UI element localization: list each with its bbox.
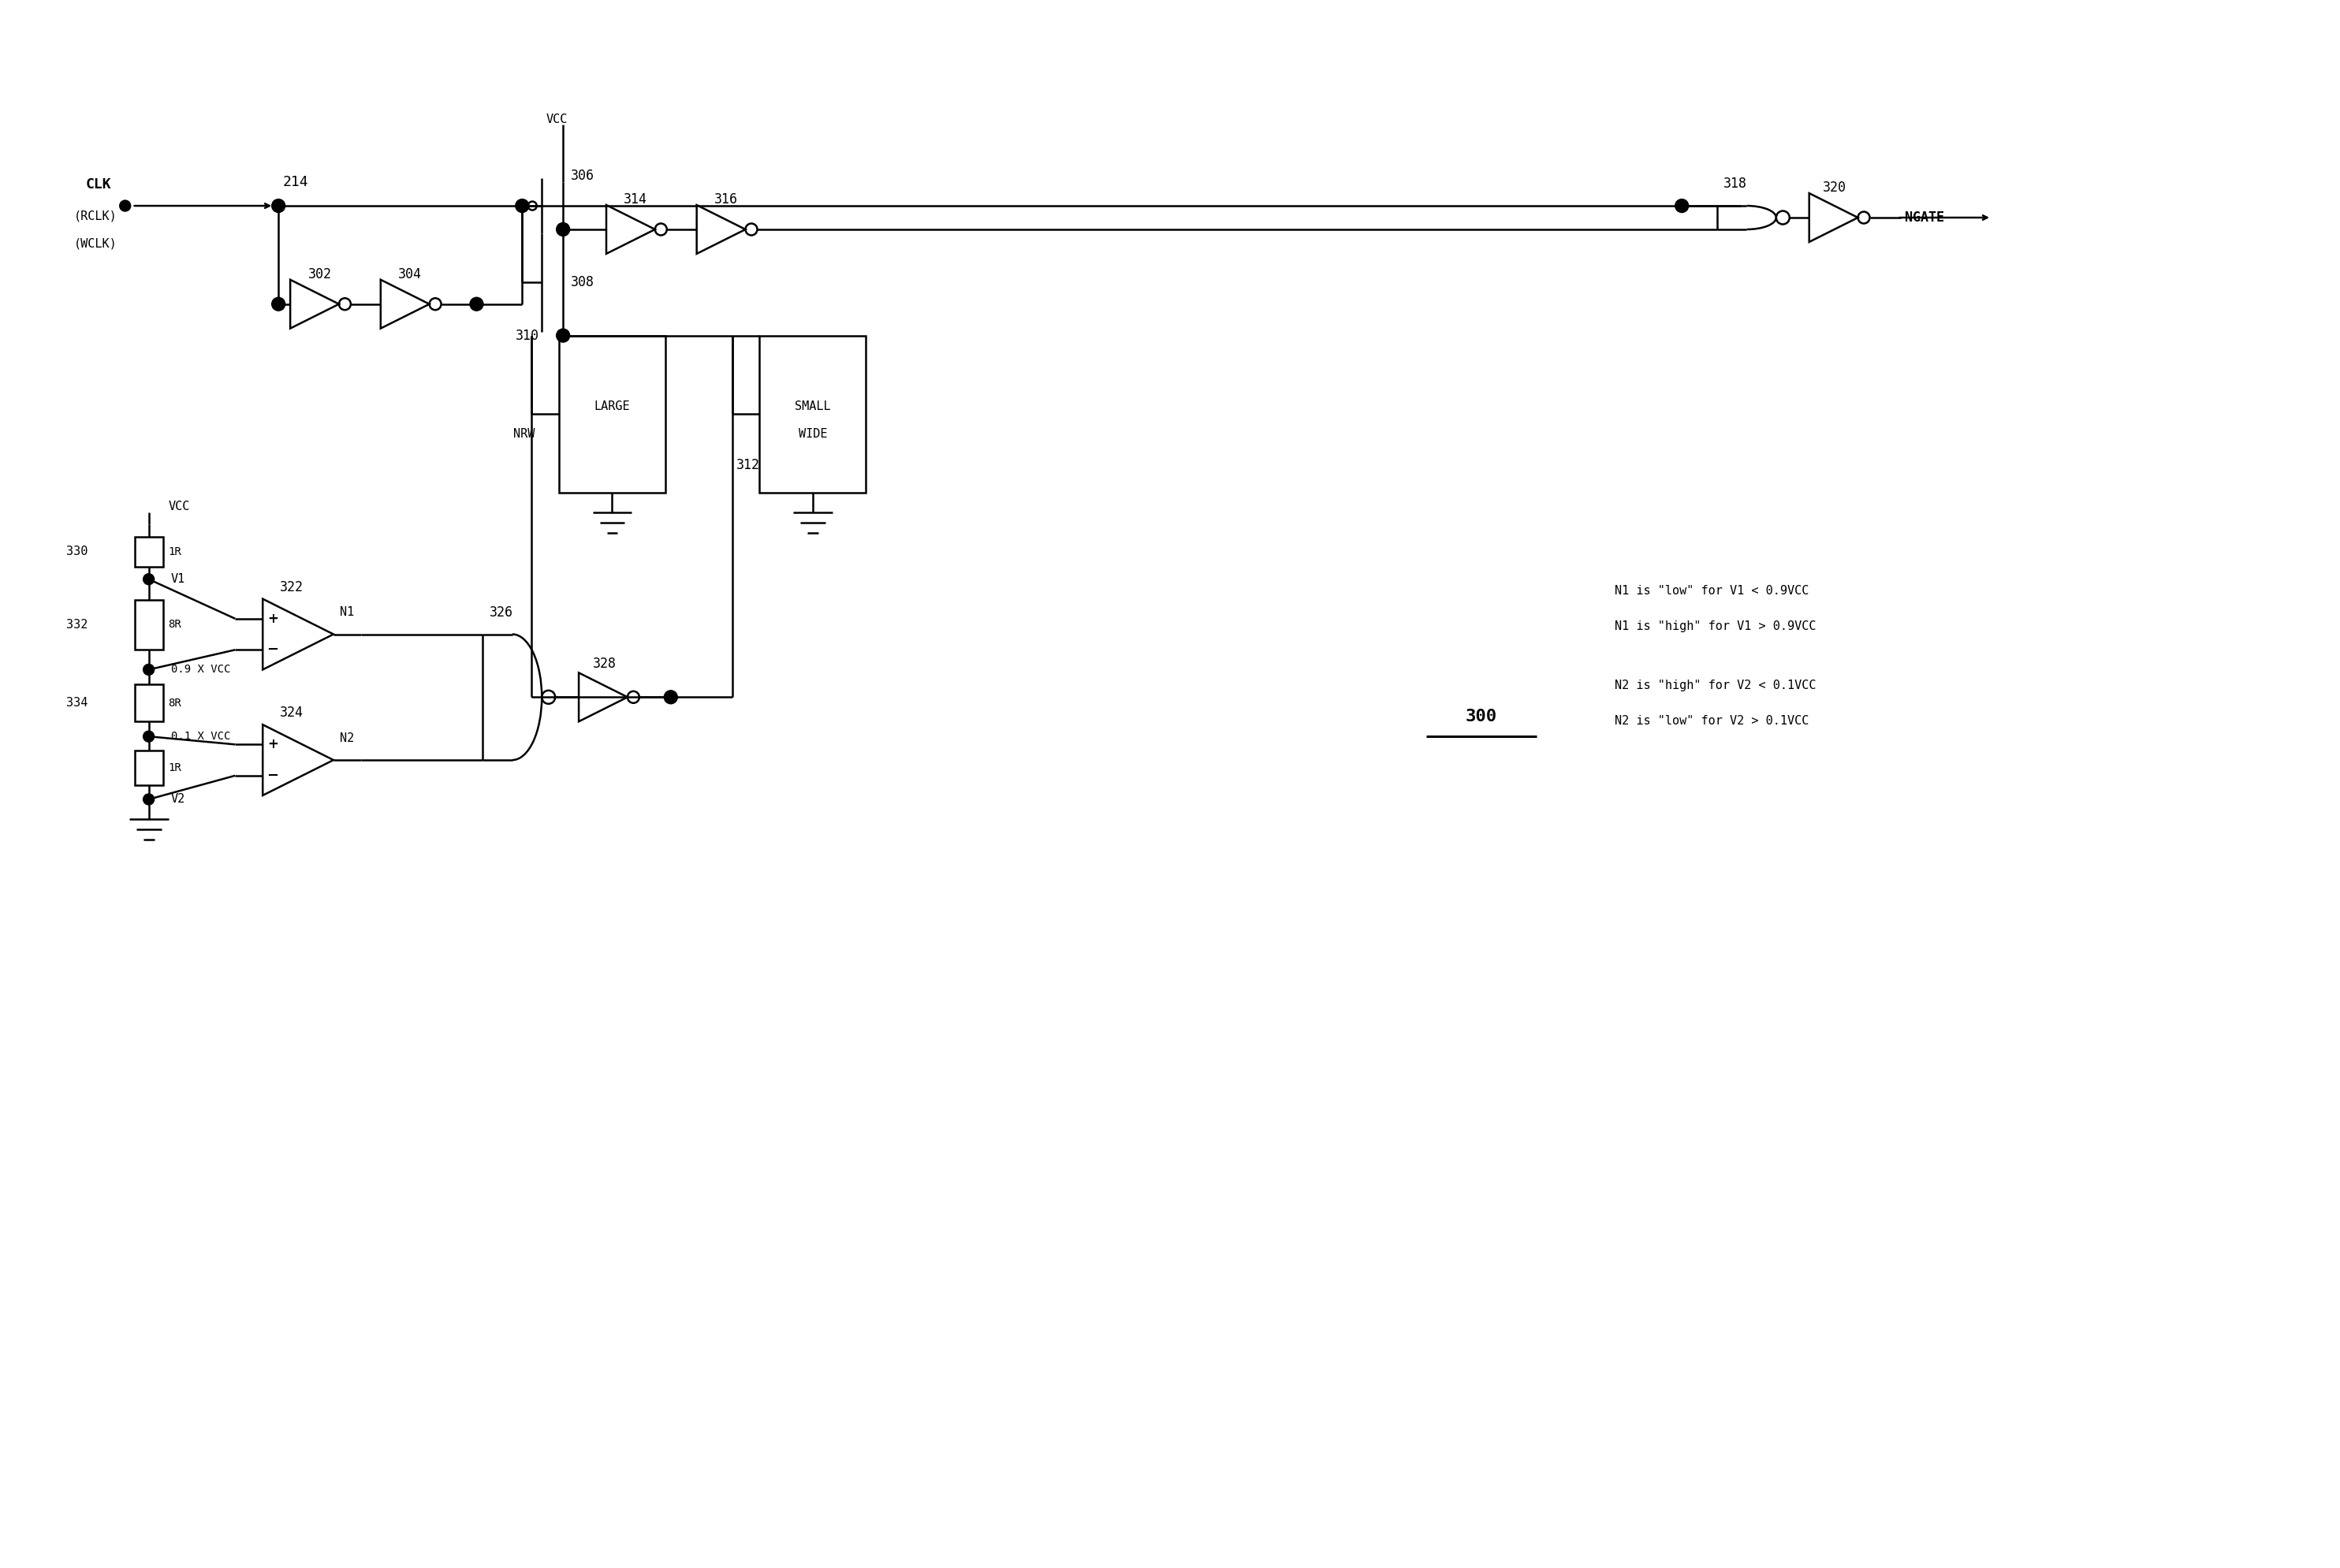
Text: 300: 300 <box>1465 709 1498 724</box>
Circle shape <box>143 665 154 676</box>
Circle shape <box>143 574 154 585</box>
Text: N2: N2 <box>339 732 353 743</box>
Circle shape <box>271 199 285 213</box>
Text: 0.1 X VCC: 0.1 X VCC <box>171 731 229 742</box>
Circle shape <box>470 298 484 310</box>
Text: −: − <box>267 643 278 657</box>
Text: VCC: VCC <box>168 500 190 513</box>
Text: (WCLK): (WCLK) <box>75 238 117 249</box>
Text: 1R: 1R <box>168 546 183 557</box>
Text: N2 is "low" for V2 > 0.1VCC: N2 is "low" for V2 > 0.1VCC <box>1615 715 1809 726</box>
Text: 0.9 X VCC: 0.9 X VCC <box>171 665 229 676</box>
Circle shape <box>557 329 569 342</box>
Text: 306: 306 <box>571 169 594 183</box>
Text: 322: 322 <box>281 580 304 594</box>
Text: LARGE: LARGE <box>594 400 629 412</box>
Circle shape <box>143 731 154 742</box>
Text: 320: 320 <box>1823 180 1846 194</box>
Text: N2 is "high" for V2 < 0.1VCC: N2 is "high" for V2 < 0.1VCC <box>1615 679 1816 691</box>
Text: 8R: 8R <box>168 619 183 630</box>
Circle shape <box>515 199 529 213</box>
Text: NGATE: NGATE <box>1905 210 1945 224</box>
Text: +: + <box>267 612 278 626</box>
Text: 330: 330 <box>66 546 87 558</box>
Text: 324: 324 <box>281 706 304 720</box>
Text: SMALL: SMALL <box>796 400 831 412</box>
Text: 318: 318 <box>1725 177 1748 191</box>
Text: 328: 328 <box>592 657 615 671</box>
Text: (RCLK): (RCLK) <box>75 210 117 223</box>
Text: 1R: 1R <box>168 762 183 773</box>
Text: 214: 214 <box>283 176 309 190</box>
Text: 8R: 8R <box>168 698 183 709</box>
Text: 332: 332 <box>66 618 87 630</box>
Text: N1 is "low" for V1 < 0.9VCC: N1 is "low" for V1 < 0.9VCC <box>1615 585 1809 597</box>
Circle shape <box>557 223 569 237</box>
Circle shape <box>271 298 285 310</box>
Text: V1: V1 <box>171 574 185 585</box>
Text: 308: 308 <box>571 276 594 290</box>
Text: 304: 304 <box>398 267 421 281</box>
Text: NRW: NRW <box>512 428 534 439</box>
Text: N1: N1 <box>339 607 353 618</box>
Text: 312: 312 <box>737 458 760 472</box>
Text: 334: 334 <box>66 698 87 709</box>
Text: N1 is "high" for V1 > 0.9VCC: N1 is "high" for V1 > 0.9VCC <box>1615 621 1816 632</box>
Text: −: − <box>267 768 278 782</box>
Text: 316: 316 <box>714 193 737 207</box>
Text: 314: 314 <box>622 193 648 207</box>
Circle shape <box>143 793 154 804</box>
Text: 310: 310 <box>515 328 541 342</box>
Text: VCC: VCC <box>545 113 566 125</box>
Text: CLK: CLK <box>87 177 112 191</box>
Text: +: + <box>267 737 278 751</box>
Circle shape <box>665 690 679 704</box>
Text: V2: V2 <box>171 793 185 806</box>
Circle shape <box>1675 199 1689 213</box>
Text: 302: 302 <box>309 267 332 281</box>
Text: WIDE: WIDE <box>798 428 826 439</box>
Circle shape <box>119 201 131 212</box>
Text: 326: 326 <box>489 605 512 619</box>
